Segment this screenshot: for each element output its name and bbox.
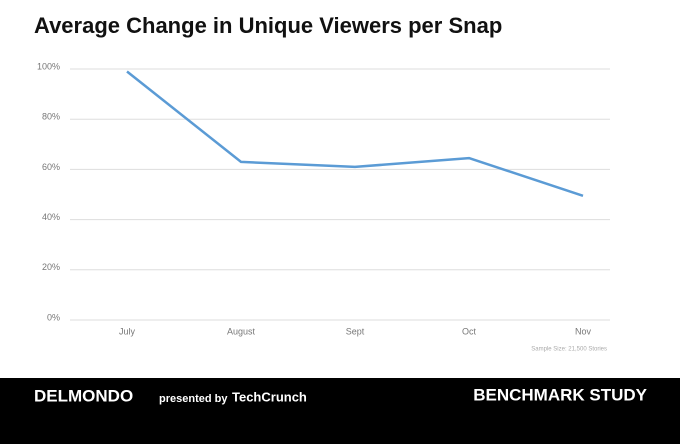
line-series <box>126 70 584 197</box>
y-tick-label: 20% <box>42 262 60 272</box>
x-tick-label: August <box>227 326 256 336</box>
footer-presented: presented by <box>159 393 228 405</box>
footer-partner: TechCrunch <box>232 389 307 404</box>
y-tick-label: 80% <box>42 112 60 122</box>
y-tick-label: 60% <box>42 162 60 172</box>
x-tick-label: July <box>119 326 136 336</box>
chart-title: Average Change in Unique Viewers per Sna… <box>34 13 502 38</box>
annotation: Sample Size: 21,500 Stories <box>531 347 607 353</box>
footer-band <box>0 378 680 444</box>
footer-brand: DELMONDO <box>34 386 133 405</box>
y-tick-label: 0% <box>47 312 60 322</box>
x-tick-label: Oct <box>462 326 477 336</box>
y-tick-label: 100% <box>37 61 60 71</box>
footer-study: BENCHMARK STUDY <box>473 385 647 404</box>
x-tick-label: Nov <box>575 326 592 336</box>
y-tick-label: 40% <box>42 212 60 222</box>
x-tick-label: Sept <box>346 326 365 336</box>
